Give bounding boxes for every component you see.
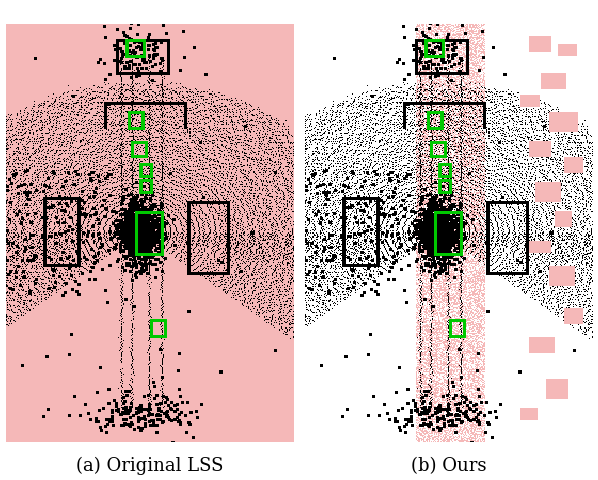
Text: (b) Ours: (b) Ours xyxy=(411,457,486,475)
Text: (a) Original LSS: (a) Original LSS xyxy=(76,457,223,475)
